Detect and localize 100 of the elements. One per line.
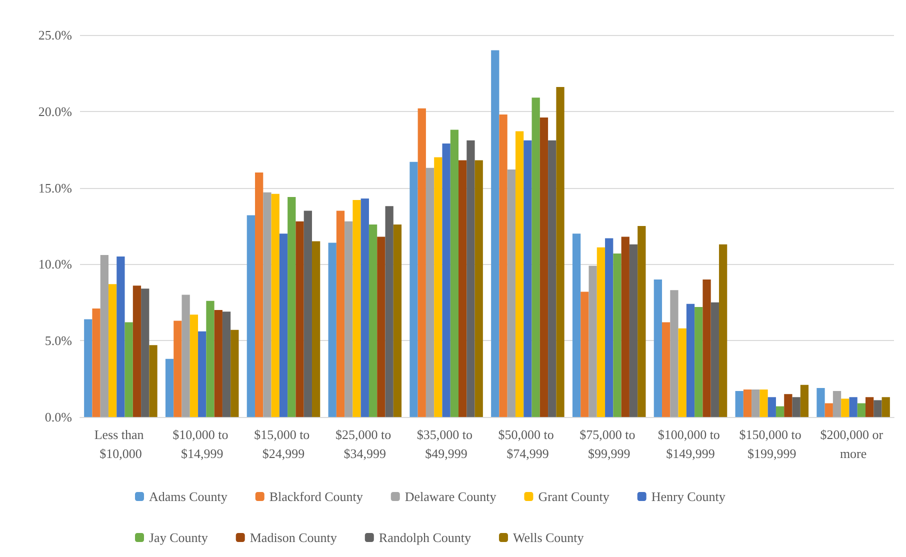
bar bbox=[246, 215, 256, 417]
bar bbox=[710, 302, 719, 417]
bar bbox=[214, 310, 222, 417]
legend-label: Henry County bbox=[651, 489, 726, 504]
bar bbox=[344, 221, 353, 417]
bar bbox=[230, 330, 239, 417]
bar bbox=[410, 162, 418, 417]
bar bbox=[279, 234, 288, 417]
x-tick-label: $35,000 to $49,999 bbox=[416, 427, 476, 461]
bar bbox=[474, 160, 483, 417]
x-tick-label: $100,000 to $149,999 bbox=[658, 427, 724, 461]
bar bbox=[515, 131, 524, 417]
bar bbox=[368, 224, 378, 417]
bar bbox=[702, 279, 711, 417]
bar bbox=[352, 200, 361, 417]
y-tick-label: 20.0% bbox=[38, 104, 72, 119]
x-tick-label: $10,000 to $14,999 bbox=[172, 427, 232, 461]
x-tick-label: $200,000 or more bbox=[820, 427, 886, 461]
bar bbox=[141, 288, 150, 417]
bar bbox=[588, 266, 597, 417]
bar bbox=[360, 198, 369, 417]
bar bbox=[108, 284, 117, 417]
bar bbox=[263, 192, 272, 417]
bar bbox=[84, 319, 92, 417]
bar bbox=[776, 406, 784, 417]
bar bbox=[882, 397, 890, 417]
bar bbox=[165, 358, 174, 417]
bar bbox=[613, 254, 622, 417]
bar bbox=[866, 397, 874, 417]
bar bbox=[255, 172, 264, 417]
legend-label: Blackford County bbox=[269, 489, 364, 504]
bar bbox=[296, 221, 304, 417]
legend-label: Grant County bbox=[538, 489, 610, 504]
bar bbox=[580, 292, 589, 417]
bar bbox=[418, 108, 426, 417]
bar bbox=[718, 244, 728, 417]
bar bbox=[548, 140, 556, 417]
x-tick-label: $15,000 to $24,999 bbox=[254, 427, 313, 461]
bar bbox=[824, 403, 833, 417]
bar bbox=[198, 331, 206, 417]
bar bbox=[596, 247, 606, 417]
bar bbox=[124, 322, 133, 417]
x-tick-label: $25,000 to $34,999 bbox=[335, 427, 394, 461]
bar bbox=[312, 241, 320, 417]
bar bbox=[532, 98, 540, 417]
bar bbox=[792, 397, 800, 417]
bar bbox=[222, 312, 231, 417]
bar bbox=[271, 194, 280, 417]
bar bbox=[556, 86, 564, 417]
bar bbox=[149, 345, 158, 417]
bar bbox=[629, 244, 638, 417]
bar bbox=[206, 300, 214, 417]
bar bbox=[336, 210, 345, 417]
bar bbox=[328, 242, 336, 417]
bar bbox=[670, 290, 678, 417]
bar bbox=[174, 320, 182, 417]
bar bbox=[760, 389, 768, 417]
bar bbox=[377, 236, 386, 417]
bar bbox=[450, 130, 459, 417]
legend-label: Wells County bbox=[512, 530, 584, 545]
bar bbox=[304, 210, 312, 417]
bar bbox=[784, 394, 792, 417]
bar bbox=[874, 400, 882, 417]
bar bbox=[735, 391, 744, 417]
bar bbox=[540, 118, 548, 417]
legend-label: Adams County bbox=[149, 489, 228, 504]
bar bbox=[638, 226, 646, 417]
bar bbox=[800, 384, 809, 417]
bar bbox=[743, 389, 752, 417]
y-tick-label: 10.0% bbox=[38, 256, 72, 272]
y-tick-label: 15.0% bbox=[38, 180, 72, 196]
x-tick-label: Less than $10,000 bbox=[94, 427, 148, 461]
bar bbox=[849, 397, 858, 417]
bar bbox=[442, 143, 450, 417]
y-tick-label: 5.0% bbox=[44, 333, 72, 348]
bar bbox=[458, 160, 467, 417]
x-tick-label: $50,000 to $74,999 bbox=[498, 427, 558, 461]
bar bbox=[752, 389, 760, 417]
bar bbox=[92, 308, 100, 417]
bar bbox=[768, 397, 776, 417]
bar bbox=[182, 294, 190, 417]
bar bbox=[621, 236, 630, 417]
bar bbox=[434, 157, 442, 417]
bar bbox=[507, 169, 516, 417]
bar bbox=[491, 50, 500, 417]
bar bbox=[100, 255, 108, 417]
bar bbox=[524, 140, 532, 417]
bar bbox=[393, 224, 402, 417]
x-tick-label: $75,000 to $99,999 bbox=[580, 427, 639, 461]
bar bbox=[841, 398, 850, 417]
legend-label: Madison County bbox=[250, 530, 338, 545]
legend-label: Delaware County bbox=[404, 489, 497, 504]
bar bbox=[116, 256, 125, 417]
bar bbox=[190, 314, 198, 417]
bar bbox=[572, 234, 581, 417]
bar bbox=[694, 306, 703, 417]
bar bbox=[426, 168, 434, 417]
legend-label: Randolph County bbox=[378, 530, 472, 545]
bar bbox=[466, 140, 475, 417]
bar bbox=[654, 279, 662, 417]
